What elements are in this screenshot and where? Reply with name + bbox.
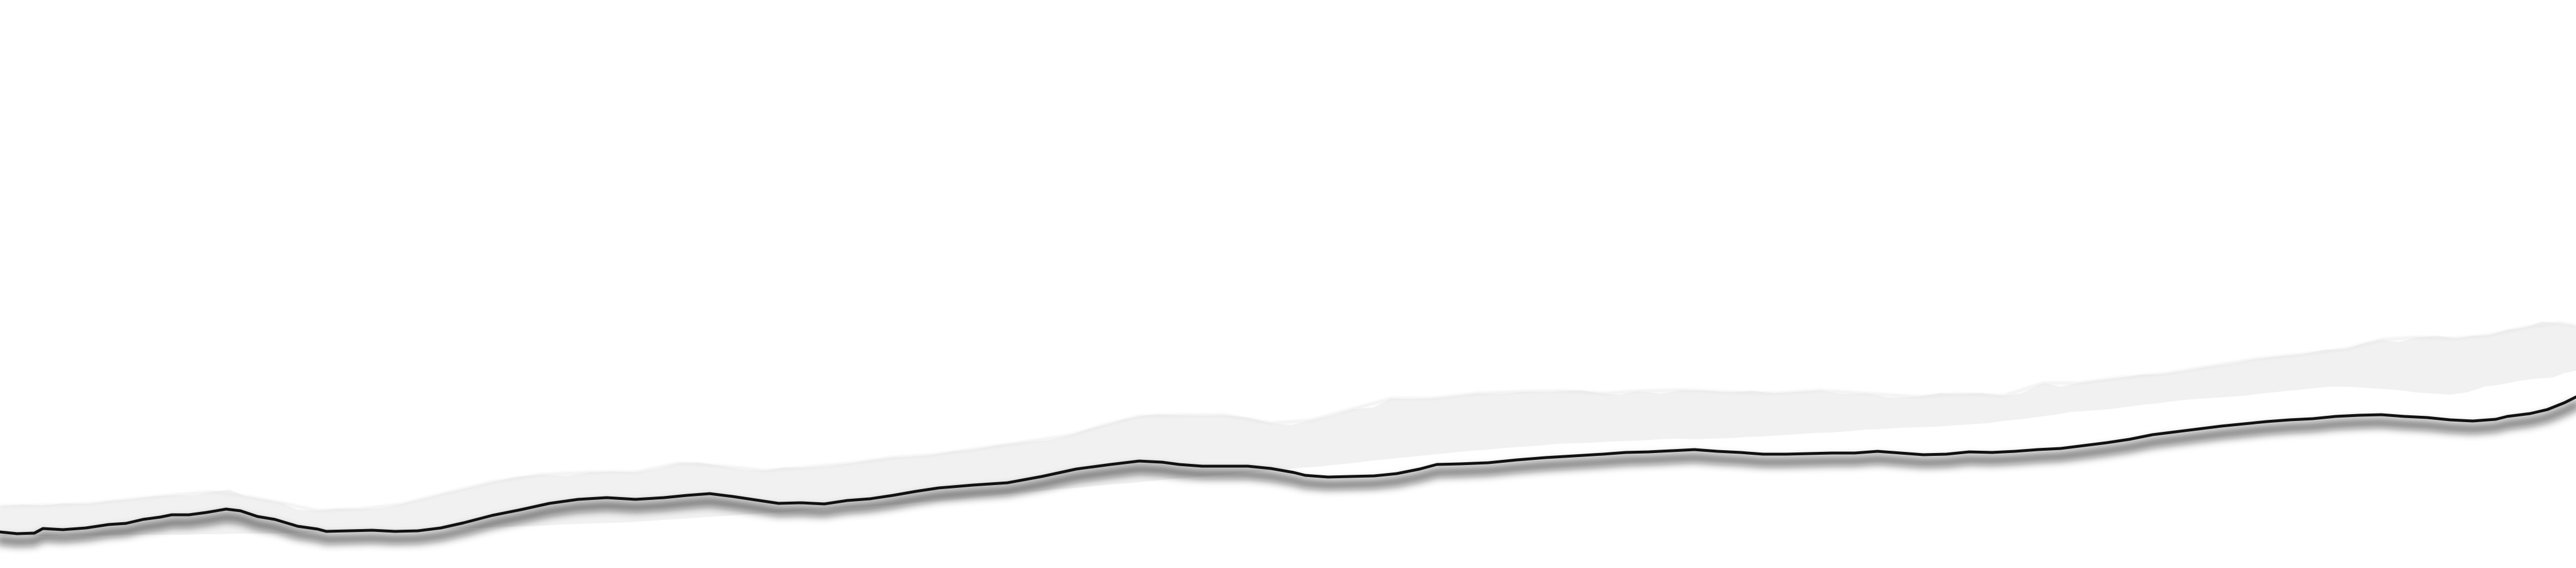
tear-shadow <box>0 400 2576 546</box>
paper-fibre-highlight <box>0 322 2576 512</box>
paper-strip <box>0 321 2576 536</box>
tear-edge-line <box>0 395 2576 535</box>
